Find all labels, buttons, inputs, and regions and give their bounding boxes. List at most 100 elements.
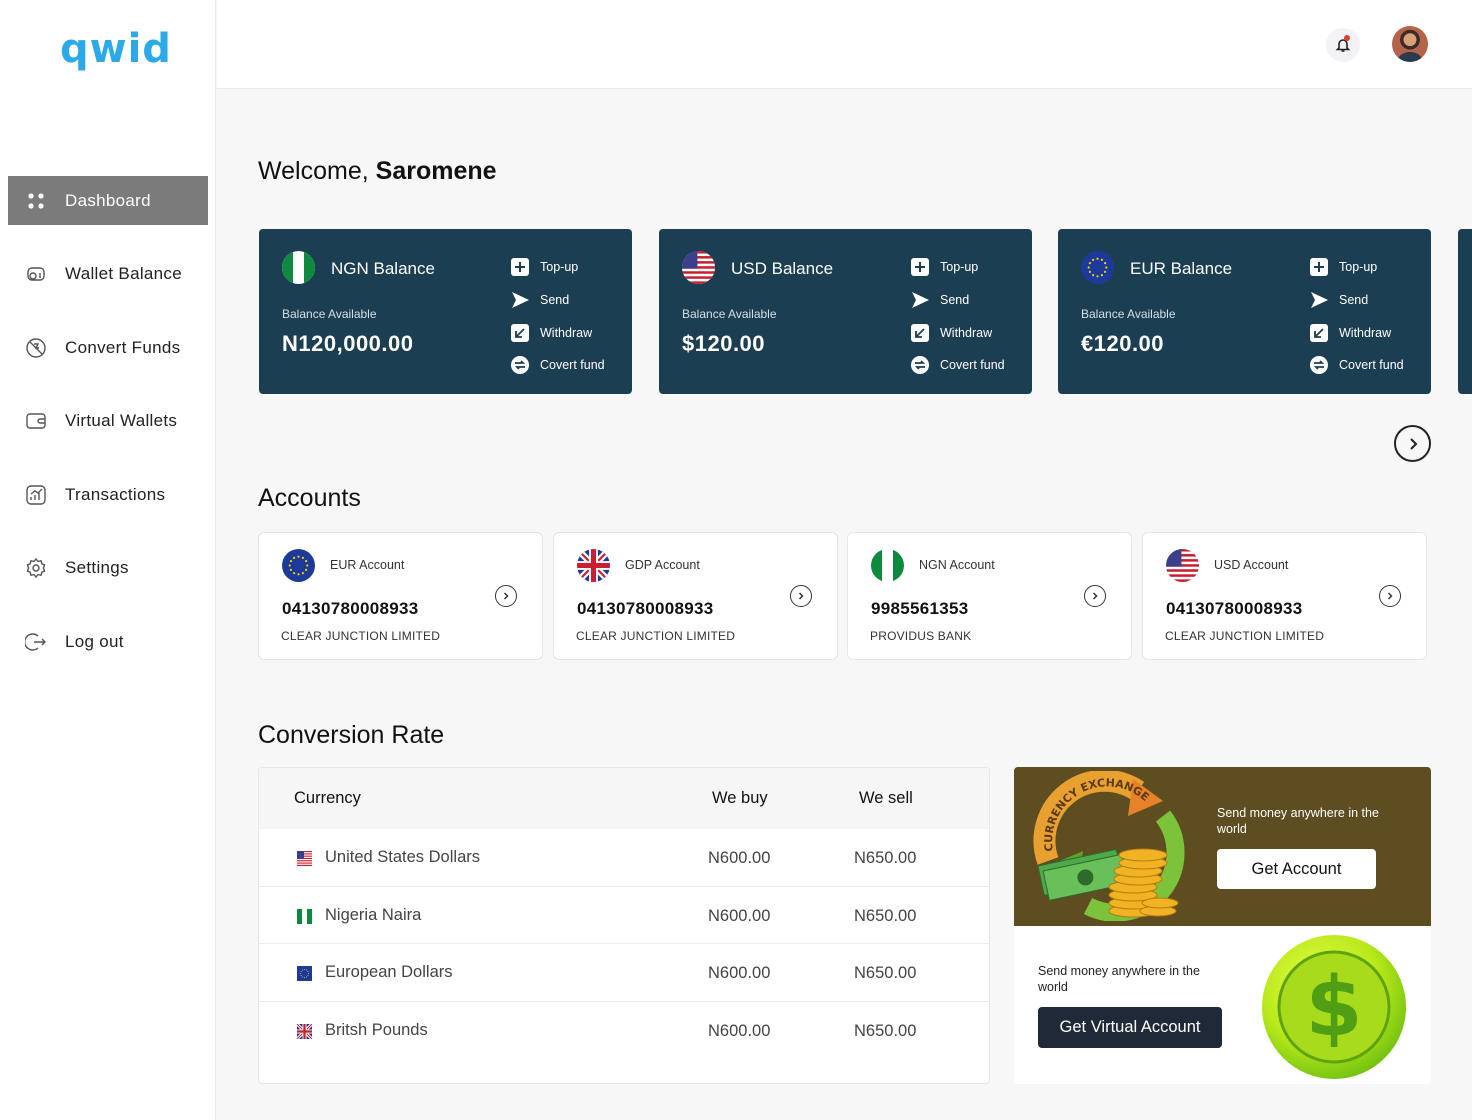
account-card-gbp[interactable]: GDP Account 04130780008933 CLEAR JUNCTIO… [553,532,838,660]
sidebar-item-transactions[interactable]: Transactions [8,470,208,519]
account-name: EUR Account [330,558,405,572]
nigeria-flag-icon [282,251,315,284]
sidebar-item-convert-funds[interactable]: Convert Funds [8,323,208,372]
convert-icon [1309,355,1329,375]
sell-rate: N650.00 [854,906,917,925]
next-card-button[interactable] [1394,425,1431,462]
page-title: Welcome, Saromene [258,157,497,185]
send-button[interactable]: Send [910,284,1005,317]
balance-subtitle: Balance Available [682,307,777,321]
chevron-right-icon[interactable] [1379,585,1401,607]
topup-button[interactable]: Top-up [510,251,605,284]
account-name: GDP Account [625,558,700,572]
get-account-button[interactable]: Get Account [1217,849,1376,889]
buy-rate: N600.00 [708,849,771,867]
send-button[interactable]: Send [510,284,605,317]
withdraw-icon [1309,323,1329,343]
promo-top-text: Send money anywhere in the world [1217,806,1379,836]
convert-icon [910,355,930,375]
account-name: USD Account [1214,558,1289,572]
chevron-right-icon [1409,437,1417,450]
sidebar-item-label: Log out [65,632,124,652]
convert-icon [24,336,48,360]
promo-bottom-text: Send money anywhere in the world [1038,964,1200,994]
chevron-right-icon[interactable] [1084,585,1106,607]
logout-icon [24,630,48,654]
get-virtual-account-button[interactable]: Get Virtual Account [1038,1007,1222,1048]
currency-name: European Dollars [325,963,453,981]
sidebar-item-wallet-balance[interactable]: Wallet Balance [8,250,208,299]
withdraw-button[interactable]: Withdraw [1309,316,1404,349]
dashboard-icon [24,189,48,213]
top-bar [217,0,1472,89]
account-number: 04130780008933 [577,599,714,618]
usa-flag-icon [1166,549,1199,582]
account-bank: PROVIDUS BANK [870,629,972,643]
dollar-coin-icon: $ [1262,935,1406,1079]
user-avatar[interactable] [1392,26,1428,62]
withdraw-button[interactable]: Withdraw [510,316,605,349]
chevron-right-icon[interactable] [495,585,517,607]
table-row: United States Dollars N600.00 N650.00 [259,829,989,887]
account-number: 04130780008933 [282,599,419,618]
account-number: 04130780008933 [1166,599,1303,618]
account-card-usd[interactable]: USD Account 04130780008933 CLEAR JUNCTIO… [1142,532,1427,660]
balance-title: EUR Balance [1130,259,1233,278]
sidebar-item-label: Dashboard [65,190,151,210]
sell-rate: N650.00 [854,1021,917,1040]
balance-actions: Top-up Send Withdraw Covert fund [910,251,1005,382]
qwid-logo[interactable]: qwid [60,26,172,72]
table-row: Nigeria Naira N600.00 N650.00 [259,887,989,944]
buy-rate: N600.00 [708,964,771,982]
balance-card-ngn: NGN Balance Balance Available N120,000.0… [259,229,632,394]
sidebar-nav: Dashboard Wallet Balance Convert Funds V… [8,176,208,691]
balance-title: NGN Balance [331,259,435,278]
balance-card-eur: EUR Balance Balance Available €120.00 To… [1058,229,1431,394]
buy-rate: N600.00 [708,906,771,925]
currency-name: Nigeria Naira [325,905,422,924]
usa-flag-icon [682,251,715,284]
sidebar-item-dashboard[interactable]: Dashboard [8,176,208,225]
account-card-ngn[interactable]: NGN Account 9985561353 PROVIDUS BANK [847,532,1132,660]
currency-exchange-illustration: CURRENCY EXCHANGE [1033,771,1185,921]
wallet-icon [24,409,48,433]
convert-fund-button[interactable]: Covert fund [1309,349,1404,382]
sell-rate: N650.00 [854,849,917,867]
buy-rate: N600.00 [708,1021,771,1040]
withdraw-button[interactable]: Withdraw [910,316,1005,349]
convert-icon [510,355,530,375]
withdraw-icon [910,323,930,343]
chevron-right-icon[interactable] [790,585,812,607]
topup-button[interactable]: Top-up [1309,251,1404,284]
notification-dot [1344,35,1350,41]
notification-bell-icon[interactable] [1326,28,1360,62]
plus-icon [910,257,930,277]
plus-icon [1309,257,1329,277]
balance-amount: N120,000.00 [282,331,414,356]
promo-top-banner: CURRENCY EXCHANGE Send money anywhere in… [1014,767,1431,926]
table-row: European Dollars N600.00 N650.00 [259,944,989,1002]
sidebar-item-label: Convert Funds [65,337,181,357]
balance-card-usd: USD Balance Balance Available $120.00 To… [659,229,1032,394]
eu-flag-icon [1081,251,1114,284]
sidebar-item-virtual-wallets[interactable]: Virtual Wallets [8,397,208,446]
balance-subtitle: Balance Available [282,307,377,321]
account-card-eur[interactable]: EUR Account 04130780008933 CLEAR JUNCTIO… [258,532,543,660]
balance-title: USD Balance [731,259,834,278]
sidebar-item-label: Settings [65,558,129,578]
accounts-title: Accounts [258,484,361,512]
withdraw-icon [510,323,530,343]
sidebar-item-logout[interactable]: Log out [8,618,208,667]
convert-fund-button[interactable]: Covert fund [510,349,605,382]
send-button[interactable]: Send [1309,284,1404,317]
sidebar-item-label: Transactions [65,484,166,504]
balance-subtitle: Balance Available [1081,307,1176,321]
account-number: 9985561353 [871,599,969,618]
sidebar-item-settings[interactable]: Settings [8,544,208,593]
uk-flag-icon [577,549,610,582]
sidebar-item-label: Virtual Wallets [65,411,178,431]
convert-fund-button[interactable]: Covert fund [910,349,1005,382]
currency-name: United States Dollars [325,848,480,866]
topup-button[interactable]: Top-up [910,251,1005,284]
promo-panel: CURRENCY EXCHANGE Send money anywhere in… [1014,767,1431,1084]
